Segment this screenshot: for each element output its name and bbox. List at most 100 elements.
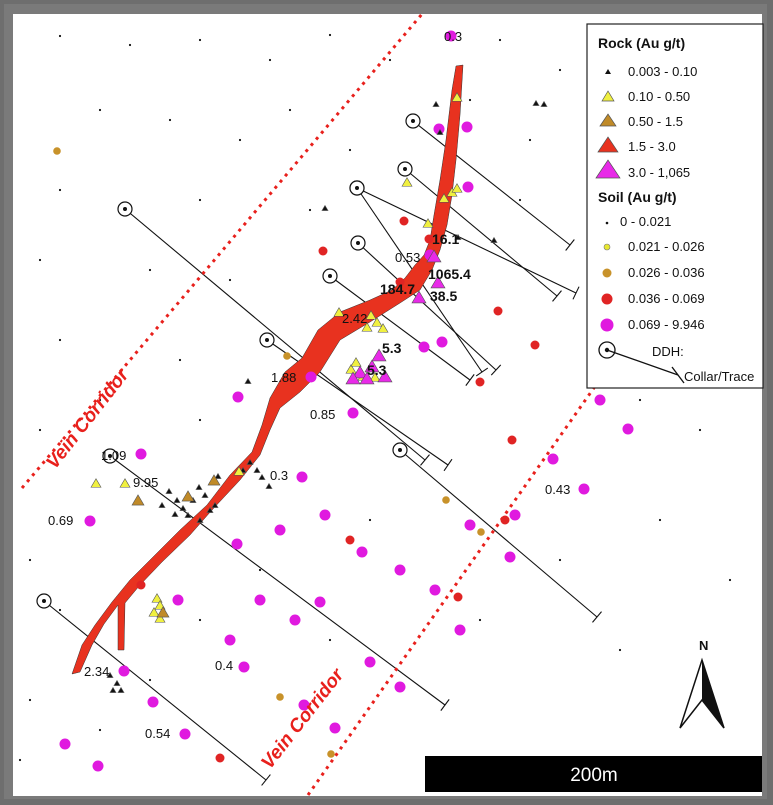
rock-sample-low	[436, 128, 444, 135]
soil-sample-high	[231, 538, 243, 550]
soil-sample-mid-high	[424, 234, 434, 244]
soil-sample-low	[58, 338, 62, 342]
soil-sample-high	[461, 121, 473, 133]
rock-sample-low	[165, 487, 173, 494]
soil-class-5-label: 0.069 - 9.946	[628, 317, 705, 332]
legend-soil-title: Soil (Au g/t)	[598, 189, 677, 205]
soil-sample-mid-high	[345, 535, 355, 545]
soil-samples	[53, 30, 634, 772]
soil-sample-high	[172, 594, 184, 606]
soil-sample-low	[368, 518, 372, 522]
drill-trace-end	[565, 239, 575, 251]
sample-label: 5.3	[367, 362, 387, 378]
rock-sample-low	[179, 504, 187, 511]
rock-sample-low	[196, 516, 204, 523]
soil-sample-high	[547, 453, 559, 465]
rock-sample-high	[371, 348, 387, 362]
soil-class-4-label: 0.036 - 0.069	[628, 291, 705, 306]
soil-sample-high	[504, 551, 516, 563]
rock-sample-low	[432, 100, 440, 107]
sample-labels: 0.3 16.1 0.53 1065.4 184.7 38.5 2.42 5.3…	[48, 29, 570, 741]
soil-sample-low	[308, 208, 312, 212]
drill-trace	[43, 600, 267, 781]
drill-collar-dot	[356, 241, 360, 245]
soil-sample-low	[658, 518, 662, 522]
soil-sample-low	[178, 358, 182, 362]
north-arrow: N	[679, 638, 725, 729]
soil-sample-high	[289, 614, 301, 626]
rock-sample-mid-low	[438, 193, 450, 203]
soil-sample-low	[98, 398, 102, 402]
rock-class-5-label: 3.0 - 1,065	[628, 165, 690, 180]
soil-sample-mid-high	[475, 377, 485, 387]
rock-sample-low	[173, 496, 181, 503]
rock-sample-high	[359, 371, 375, 385]
soil-sample-high	[364, 656, 376, 668]
soil-class-1-label: 0 - 0.021	[620, 214, 671, 229]
soil-sample-low	[18, 758, 22, 762]
sample-label: 5.3	[382, 340, 402, 356]
soil-sample-mid-high	[215, 753, 225, 763]
soil-sample-high	[329, 722, 341, 734]
soil-sample-low	[128, 43, 132, 47]
soil-sample-high	[445, 30, 457, 42]
soil-sample-high	[319, 509, 331, 521]
drill-trace-end	[490, 364, 502, 376]
soil-sample-mid	[276, 693, 284, 701]
legend-box	[586, 23, 764, 389]
soil-sample-high	[394, 681, 406, 693]
sample-label: 184.7	[380, 281, 415, 297]
soil-sample-low	[28, 698, 32, 702]
scale-bar-label: 200m	[570, 765, 618, 786]
rock-sample-mid-low	[345, 364, 357, 374]
drill-trace	[109, 455, 446, 706]
soil-sample-high	[179, 728, 191, 740]
vein-structure	[71, 64, 464, 675]
soil-class-4-symbol	[601, 293, 613, 305]
rock-sample-mid-low	[451, 92, 463, 102]
rock-sample-low	[109, 686, 117, 693]
soil-sample-high	[462, 181, 474, 193]
legend-ddh-label: Collar/Trace	[684, 369, 754, 384]
rock-sample-low	[158, 501, 166, 508]
soil-sample-mid-high	[507, 435, 517, 445]
legend-ddh-title: DDH:	[652, 344, 684, 359]
soil-sample-low	[348, 148, 352, 152]
soil-sample-low	[728, 578, 732, 582]
soil-sample-mid-high	[399, 216, 409, 226]
rock-sample-mid-low	[151, 593, 163, 603]
soil-sample-high	[298, 699, 310, 711]
rock-sample-mid-low	[422, 218, 434, 228]
rock-sample-mid-low	[369, 372, 381, 382]
drill-trace	[124, 208, 426, 461]
rock-sample-low	[206, 506, 214, 513]
rock-sample-high	[411, 290, 427, 304]
soil-sample-mid-high	[395, 277, 405, 287]
drill-collar-dot	[123, 207, 127, 211]
soil-sample-high	[622, 423, 634, 435]
background-soil-dots	[18, 33, 732, 762]
soil-sample-high	[59, 738, 71, 750]
rock-class-4-symbol	[597, 136, 619, 153]
legend-rock-title: Rock (Au g/t)	[598, 35, 685, 51]
drill-trace-end	[443, 458, 453, 472]
soil-sample-high	[433, 123, 445, 135]
soil-class-5-symbol	[600, 318, 614, 332]
scale-bar	[425, 756, 762, 792]
rock-sample-mid-low	[365, 310, 377, 320]
soil-sample-mid	[442, 496, 450, 504]
drill-collar-dot	[265, 338, 269, 342]
soil-sample-high	[436, 336, 448, 348]
rock-sample-mid	[156, 606, 170, 618]
rock-class-2-symbol	[601, 90, 615, 102]
soil-sample-low	[558, 68, 562, 72]
soil-sample-high	[238, 661, 250, 673]
north-arrow-fill-icon	[702, 660, 724, 728]
soil-sample-low	[58, 608, 62, 612]
soil-sample-low	[478, 618, 482, 622]
rock-sample-mid-low	[233, 466, 245, 476]
soil-sample-low	[698, 428, 702, 432]
rock-sample-low	[540, 100, 548, 107]
legend: Rock (Au g/t) 0.003 - 0.10 0.10 - 0.50 0…	[586, 23, 764, 389]
sample-label: 16.1	[432, 231, 459, 247]
